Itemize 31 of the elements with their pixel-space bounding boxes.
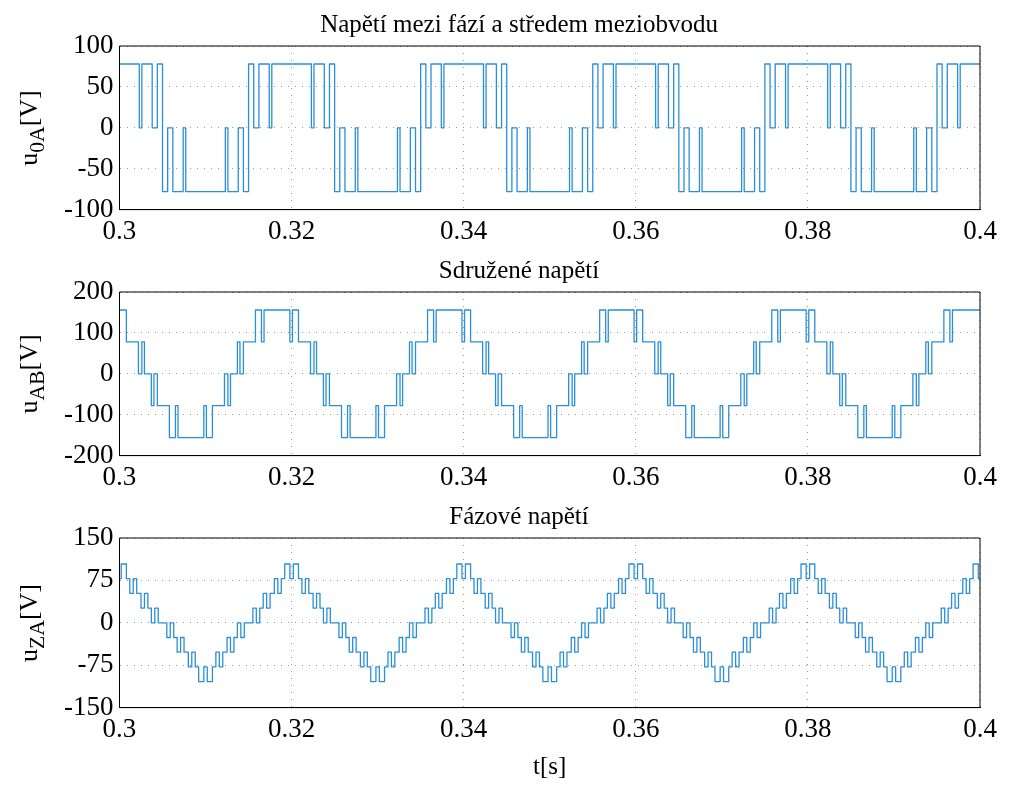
x-tick-label: 0.38: [784, 214, 832, 245]
y-tick-label: 100: [72, 315, 114, 346]
x-tick-label: 0.36: [612, 460, 660, 491]
y-tick-label: 75: [86, 563, 114, 594]
x-tick-label: 0.32: [267, 460, 316, 491]
y-tick-label: 150: [72, 521, 114, 552]
x-tick-label: 0.34: [440, 214, 488, 245]
x-tick-label: 0.32: [267, 712, 316, 743]
x-tick-label: 0.34: [440, 460, 488, 491]
x-axis-title: t[s]: [533, 751, 567, 779]
x-tick-label: 0.38: [784, 460, 832, 491]
x-tick-label: 0.4: [963, 214, 998, 245]
x-tick-label: 0.32: [267, 214, 316, 245]
y-tick-label: 50: [86, 69, 114, 100]
chart-title: Sdružené napětí: [438, 255, 600, 283]
y-tick-label: 0: [99, 356, 114, 387]
x-tick-label: 0.4: [963, 460, 998, 491]
x-tick-label: 0.38: [784, 712, 832, 743]
y-tick-label: -100: [63, 397, 114, 428]
y-tick-label: 0: [99, 605, 114, 636]
y-tick-label: -75: [77, 648, 114, 679]
y-tick-label: -50: [77, 151, 114, 182]
x-tick-label: 0.4: [963, 712, 998, 743]
x-tick-label: 0.36: [612, 712, 660, 743]
y-tick-label: 100: [72, 29, 114, 60]
y-tick-label: 200: [72, 275, 114, 306]
chart-title: Napětí mezi fází a středem meziobvodu: [320, 9, 719, 37]
y-tick-label: 0: [99, 110, 114, 141]
x-tick-label: 0.34: [440, 712, 488, 743]
x-tick-label: 0.36: [612, 214, 660, 245]
chart-title: Fázové napětí: [449, 501, 589, 529]
